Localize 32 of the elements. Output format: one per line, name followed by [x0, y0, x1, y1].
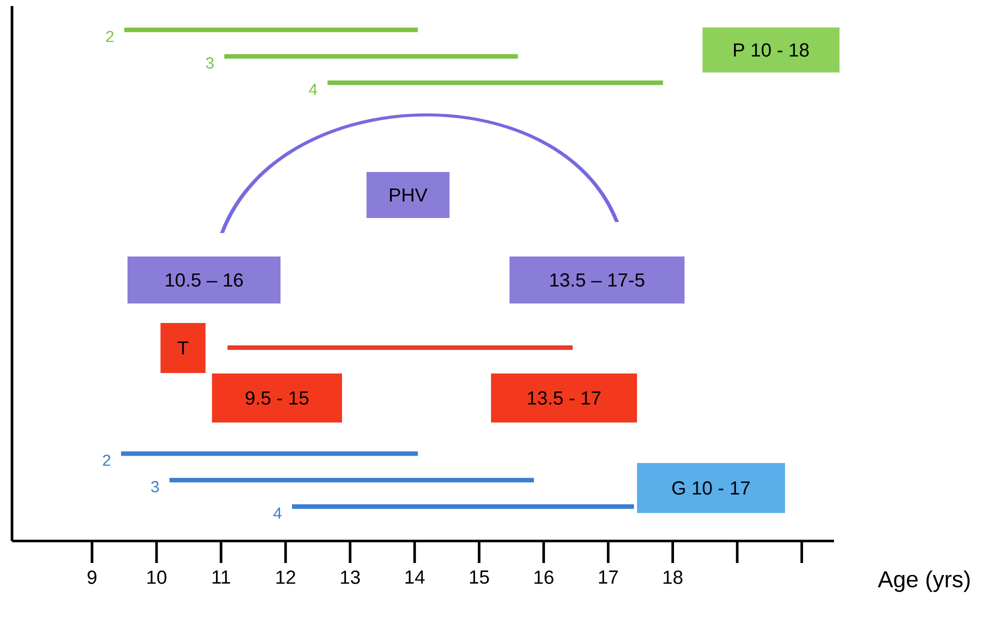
bar [121, 451, 418, 456]
bar [224, 54, 518, 59]
x-tick-label: 10 [147, 570, 166, 584]
y-tick-label: 4 [274, 508, 282, 519]
y-tick-label: 3 [206, 57, 214, 69]
x-tick-label: 11 [212, 570, 230, 584]
x-tick-label: 18 [664, 570, 682, 584]
annotation: 13.5 – 17-5 [550, 273, 644, 287]
y-tick-label: 2 [106, 30, 114, 42]
bar [328, 80, 664, 86]
y-tick-label: 4 [308, 84, 318, 95]
annotation: T [178, 341, 188, 355]
x-tick-label: 16 [534, 570, 554, 584]
bar [169, 478, 534, 482]
x-tick-label: 13 [340, 570, 360, 584]
annotation: P 10 - 18 [734, 43, 809, 57]
annotation: 10.5 – 16 [166, 273, 243, 287]
y-tick-label: 2 [102, 454, 110, 466]
annotation: 9.5 - 15 [246, 391, 308, 405]
y-tick-label: 3 [151, 481, 159, 492]
bar [228, 345, 573, 350]
x-tick-label: 15 [470, 570, 489, 584]
bar [292, 504, 634, 509]
annotation: PHV [390, 188, 428, 202]
bar [124, 28, 418, 32]
x-tick-label: 14 [405, 570, 425, 584]
x-tick-label: 9 [88, 570, 96, 584]
x-tick-label: 17 [599, 570, 618, 584]
annotation: G 10 - 17 [672, 481, 750, 495]
x-tick-label: 12 [276, 570, 296, 584]
annotation: 13.5 - 17 [528, 391, 601, 405]
x-axis-title: Age (yrs) [878, 570, 970, 592]
